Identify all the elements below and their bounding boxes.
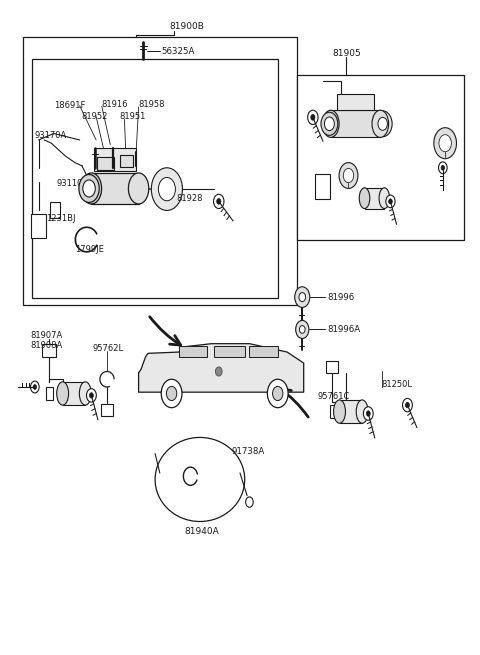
Bar: [326, 361, 337, 373]
Circle shape: [300, 326, 305, 333]
Circle shape: [151, 168, 182, 210]
Ellipse shape: [79, 382, 91, 405]
Circle shape: [378, 117, 387, 130]
Circle shape: [324, 117, 335, 130]
Bar: [50, 202, 60, 217]
Text: 56325A: 56325A: [161, 47, 194, 56]
Circle shape: [321, 112, 338, 136]
Circle shape: [161, 379, 182, 407]
Text: 93110B: 93110B: [56, 179, 88, 189]
Circle shape: [167, 386, 177, 401]
Circle shape: [83, 180, 96, 197]
Circle shape: [31, 381, 39, 393]
Bar: [46, 387, 53, 400]
Bar: [250, 346, 278, 356]
Ellipse shape: [359, 188, 370, 208]
Bar: [179, 346, 207, 356]
Ellipse shape: [334, 400, 346, 423]
Circle shape: [216, 367, 222, 376]
Text: 91738A: 91738A: [232, 447, 265, 456]
Circle shape: [79, 174, 99, 202]
Text: 1799JE: 1799JE: [75, 246, 104, 254]
Bar: [33, 59, 278, 299]
Circle shape: [439, 135, 451, 152]
Bar: [23, 37, 297, 305]
Circle shape: [366, 411, 370, 416]
Bar: [336, 94, 374, 110]
Circle shape: [86, 388, 96, 402]
Ellipse shape: [356, 400, 368, 423]
Bar: [63, 382, 85, 405]
Circle shape: [89, 393, 94, 398]
Ellipse shape: [129, 173, 149, 204]
Bar: [330, 405, 337, 418]
Bar: [91, 173, 139, 204]
Text: 81907A: 81907A: [30, 331, 62, 341]
Text: 81996: 81996: [327, 293, 355, 301]
Circle shape: [339, 162, 358, 189]
Circle shape: [246, 497, 253, 507]
Circle shape: [214, 195, 224, 208]
Text: 1231BJ: 1231BJ: [46, 214, 75, 223]
Text: 81250L: 81250L: [382, 380, 412, 389]
Ellipse shape: [57, 382, 69, 405]
Circle shape: [439, 162, 447, 174]
Circle shape: [343, 168, 354, 183]
Ellipse shape: [81, 173, 102, 204]
Bar: [331, 110, 380, 138]
Text: 81952: 81952: [81, 112, 108, 121]
Circle shape: [273, 386, 283, 401]
Text: 81900B: 81900B: [169, 22, 204, 31]
Circle shape: [311, 115, 315, 120]
Circle shape: [389, 199, 392, 204]
Circle shape: [216, 198, 221, 204]
Bar: [31, 214, 46, 238]
Bar: [120, 155, 133, 167]
Circle shape: [434, 128, 456, 159]
Bar: [97, 157, 114, 170]
Bar: [42, 344, 56, 356]
Circle shape: [308, 110, 318, 124]
Ellipse shape: [155, 438, 245, 521]
Bar: [214, 346, 245, 356]
Ellipse shape: [323, 110, 339, 138]
Text: 95762L: 95762L: [93, 345, 124, 353]
Circle shape: [299, 293, 306, 302]
Text: 81958: 81958: [139, 100, 165, 109]
Text: 81908A: 81908A: [30, 341, 62, 350]
Circle shape: [295, 287, 310, 307]
Bar: [339, 400, 362, 423]
Circle shape: [158, 178, 175, 200]
Text: 95761C: 95761C: [318, 392, 350, 402]
Circle shape: [403, 398, 412, 412]
Circle shape: [267, 379, 288, 407]
Polygon shape: [139, 344, 304, 392]
Circle shape: [441, 166, 444, 170]
Bar: [94, 149, 136, 171]
Bar: [315, 174, 330, 200]
Ellipse shape: [372, 110, 389, 138]
Text: 93170A: 93170A: [35, 131, 67, 140]
Circle shape: [296, 320, 309, 339]
Text: 81940A: 81940A: [185, 527, 219, 536]
Ellipse shape: [379, 188, 390, 208]
Text: 18691F: 18691F: [54, 101, 85, 110]
Text: 81928: 81928: [176, 194, 203, 202]
Text: 81905: 81905: [332, 50, 361, 58]
Text: 81996A: 81996A: [327, 325, 360, 334]
Circle shape: [406, 402, 409, 408]
Text: 81951: 81951: [120, 112, 146, 121]
Circle shape: [373, 111, 392, 137]
Bar: [364, 188, 384, 208]
Circle shape: [363, 407, 373, 421]
Bar: [101, 404, 113, 416]
Circle shape: [386, 195, 395, 208]
Text: 81916: 81916: [102, 100, 128, 109]
Bar: [297, 75, 464, 240]
Circle shape: [33, 384, 36, 389]
